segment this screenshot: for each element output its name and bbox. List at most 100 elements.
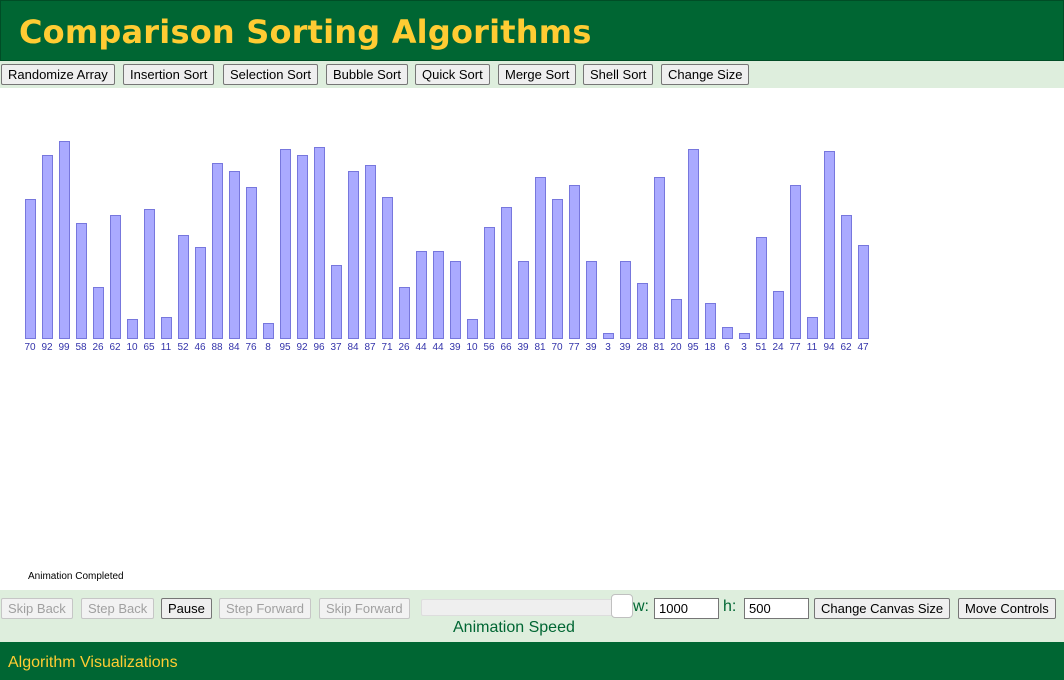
array-bar bbox=[41, 155, 53, 339]
array-bar bbox=[619, 261, 631, 339]
array-value-label: 94 bbox=[823, 342, 835, 353]
array-value-label: 92 bbox=[296, 342, 308, 353]
array-value-label: 11 bbox=[160, 342, 172, 353]
array-value-label: 84 bbox=[347, 342, 359, 353]
array-value-label: 81 bbox=[653, 342, 665, 353]
array-value-label: 39 bbox=[585, 342, 597, 353]
array-bar bbox=[721, 327, 733, 339]
merge-sort-button[interactable]: Merge Sort bbox=[498, 64, 577, 85]
quick-sort-button[interactable]: Quick Sort bbox=[415, 64, 490, 85]
skip-back-button[interactable]: Skip Back bbox=[1, 598, 73, 619]
array-bar bbox=[466, 319, 478, 339]
canvas-width-input[interactable] bbox=[654, 598, 719, 619]
footer-link[interactable]: Algorithm Visualizations bbox=[8, 654, 178, 671]
bubble-sort-button[interactable]: Bubble Sort bbox=[326, 64, 408, 85]
array-bar bbox=[126, 319, 138, 339]
array-bar bbox=[840, 215, 852, 339]
array-bar bbox=[313, 147, 325, 339]
array-bar bbox=[806, 317, 818, 339]
animation-canvas: 70 92 99 58 26 62 10 65 11 52 46 88 84 76 8 95 92 96 37 84 8… bbox=[0, 88, 1064, 590]
step-forward-button[interactable]: Step Forward bbox=[219, 598, 312, 619]
array-bar bbox=[58, 141, 70, 339]
array-value-label: 39 bbox=[619, 342, 631, 353]
array-value-label: 47 bbox=[857, 342, 869, 353]
array-value-label: 37 bbox=[330, 342, 342, 353]
array-value-label: 44 bbox=[415, 342, 427, 353]
array-bar bbox=[551, 199, 563, 339]
array-bar bbox=[517, 261, 529, 339]
array-bar bbox=[653, 177, 665, 339]
array-bar bbox=[568, 185, 580, 339]
array-value-label: 76 bbox=[245, 342, 257, 353]
array-bar bbox=[194, 247, 206, 339]
array-bar bbox=[534, 177, 546, 339]
array-value-label: 70 bbox=[551, 342, 563, 353]
array-value-label: 70 bbox=[24, 342, 36, 353]
array-bar bbox=[381, 197, 393, 339]
array-bar bbox=[160, 317, 172, 339]
array-bar bbox=[279, 149, 291, 339]
animation-speed-slider[interactable] bbox=[421, 599, 629, 616]
pause-button[interactable]: Pause bbox=[161, 598, 212, 619]
array-bar bbox=[602, 333, 614, 339]
array-bar bbox=[109, 215, 121, 339]
speed-slider-thumb[interactable] bbox=[611, 594, 633, 618]
array-value-label: 95 bbox=[687, 342, 699, 353]
algorithm-toolbar: Randomize Array Insertion Sort Selection… bbox=[0, 61, 1064, 88]
shell-sort-button[interactable]: Shell Sort bbox=[583, 64, 654, 85]
array-value-label: 26 bbox=[92, 342, 104, 353]
animation-speed-label: Animation Speed bbox=[453, 619, 575, 636]
step-back-button[interactable]: Step Back bbox=[81, 598, 155, 619]
array-value-label: 99 bbox=[58, 342, 70, 353]
array-bar bbox=[500, 207, 512, 339]
array-bar bbox=[398, 287, 410, 339]
array-value-label: 66 bbox=[500, 342, 512, 353]
array-bar bbox=[449, 261, 461, 339]
array-value-label: 77 bbox=[789, 342, 801, 353]
change-size-button[interactable]: Change Size bbox=[661, 64, 750, 85]
array-bar bbox=[772, 291, 784, 339]
array-bar bbox=[636, 283, 648, 339]
array-bar bbox=[75, 223, 87, 339]
array-value-label: 26 bbox=[398, 342, 410, 353]
array-bar bbox=[24, 199, 36, 339]
array-value-label: 10 bbox=[466, 342, 478, 353]
array-value-label: 81 bbox=[534, 342, 546, 353]
array-value-label: 51 bbox=[755, 342, 767, 353]
skip-forward-button[interactable]: Skip Forward bbox=[319, 598, 410, 619]
array-value-label: 71 bbox=[381, 342, 393, 353]
array-value-label: 28 bbox=[636, 342, 648, 353]
array-bar bbox=[687, 149, 699, 339]
move-controls-button[interactable]: Move Controls bbox=[958, 598, 1056, 619]
array-bar bbox=[143, 209, 155, 339]
array-bars: 70 92 99 58 26 62 10 65 11 52 46 88 84 76 8 95 92 96 37 84 8… bbox=[0, 88, 1064, 590]
array-value-label: 20 bbox=[670, 342, 682, 353]
array-bar bbox=[262, 323, 274, 339]
array-value-label: 56 bbox=[483, 342, 495, 353]
array-value-label: 62 bbox=[840, 342, 852, 353]
array-value-label: 65 bbox=[143, 342, 155, 353]
array-value-label: 3 bbox=[605, 342, 611, 353]
array-bar bbox=[789, 185, 801, 339]
array-value-label: 24 bbox=[772, 342, 784, 353]
randomize-array-button[interactable]: Randomize Array bbox=[1, 64, 115, 85]
array-value-label: 46 bbox=[194, 342, 206, 353]
page-title: Comparison Sorting Algorithms bbox=[19, 13, 592, 51]
array-value-label: 3 bbox=[741, 342, 747, 353]
array-value-label: 87 bbox=[364, 342, 376, 353]
insertion-sort-button[interactable]: Insertion Sort bbox=[123, 64, 215, 85]
array-bar bbox=[330, 265, 342, 339]
array-value-label: 11 bbox=[806, 342, 818, 353]
array-bar bbox=[738, 333, 750, 339]
change-canvas-size-button[interactable]: Change Canvas Size bbox=[814, 598, 951, 619]
array-bar bbox=[347, 171, 359, 339]
selection-sort-button[interactable]: Selection Sort bbox=[223, 64, 318, 85]
footer-bar: Algorithm Visualizations bbox=[0, 642, 1064, 680]
array-value-label: 44 bbox=[432, 342, 444, 353]
array-value-label: 18 bbox=[704, 342, 716, 353]
array-bar bbox=[364, 165, 376, 339]
array-bar bbox=[483, 227, 495, 339]
canvas-height-input[interactable] bbox=[744, 598, 809, 619]
array-value-label: 62 bbox=[109, 342, 121, 353]
width-label: w: bbox=[633, 598, 649, 615]
